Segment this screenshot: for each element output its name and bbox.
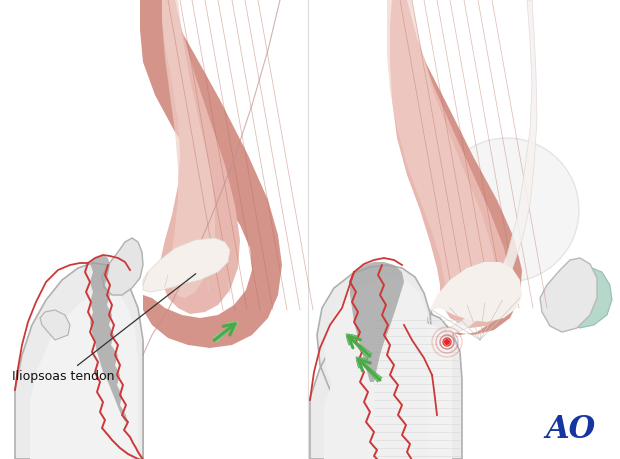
Polygon shape bbox=[15, 263, 143, 459]
Polygon shape bbox=[324, 278, 430, 459]
Circle shape bbox=[435, 138, 579, 282]
Text: AO: AO bbox=[545, 414, 595, 445]
Polygon shape bbox=[160, 0, 240, 314]
Polygon shape bbox=[143, 238, 230, 292]
Polygon shape bbox=[430, 262, 522, 322]
Polygon shape bbox=[384, 322, 452, 459]
Polygon shape bbox=[30, 290, 138, 459]
Polygon shape bbox=[350, 262, 404, 382]
Polygon shape bbox=[310, 265, 432, 459]
Polygon shape bbox=[540, 258, 597, 332]
Polygon shape bbox=[560, 268, 612, 328]
Polygon shape bbox=[88, 255, 128, 425]
Polygon shape bbox=[397, 0, 522, 335]
Polygon shape bbox=[387, 0, 497, 315]
Polygon shape bbox=[390, 0, 510, 328]
Polygon shape bbox=[40, 310, 70, 340]
Polygon shape bbox=[162, 0, 215, 298]
Polygon shape bbox=[55, 298, 143, 459]
Polygon shape bbox=[102, 238, 143, 295]
Polygon shape bbox=[444, 0, 537, 335]
Circle shape bbox=[444, 339, 450, 345]
Polygon shape bbox=[140, 0, 282, 348]
Polygon shape bbox=[372, 312, 462, 459]
Text: Iliopsoas tendon: Iliopsoas tendon bbox=[12, 274, 196, 383]
Polygon shape bbox=[68, 312, 130, 459]
